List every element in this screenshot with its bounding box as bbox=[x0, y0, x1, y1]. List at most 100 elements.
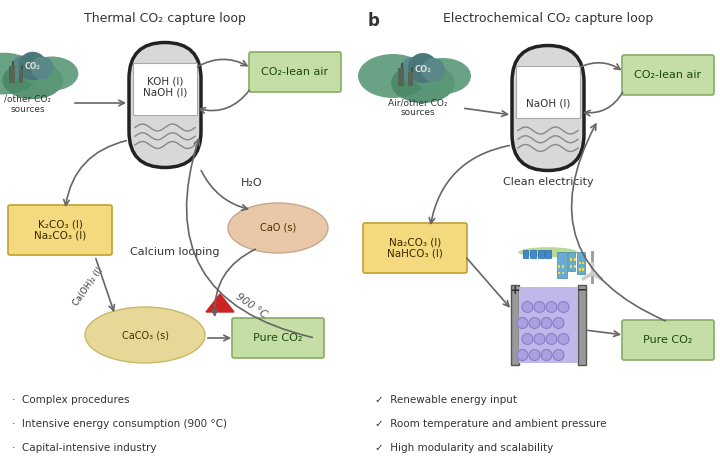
Bar bbox=[570, 258, 572, 261]
Ellipse shape bbox=[11, 56, 35, 80]
Bar bbox=[574, 258, 575, 261]
Text: Air/other CO₂
sources: Air/other CO₂ sources bbox=[388, 98, 448, 117]
Circle shape bbox=[553, 350, 564, 361]
Circle shape bbox=[522, 302, 533, 313]
FancyBboxPatch shape bbox=[129, 42, 201, 168]
Text: ·  Intensive energy consumption (900 °C): · Intensive energy consumption (900 °C) bbox=[12, 419, 227, 429]
Bar bbox=[557, 252, 567, 278]
Circle shape bbox=[529, 350, 540, 361]
Bar bbox=[562, 265, 564, 267]
Bar bbox=[558, 272, 560, 275]
Bar bbox=[410, 67, 413, 72]
Bar bbox=[568, 252, 575, 271]
Text: H₂O: H₂O bbox=[241, 178, 263, 188]
Bar bbox=[577, 285, 585, 365]
Circle shape bbox=[553, 317, 564, 329]
Circle shape bbox=[558, 333, 569, 344]
Ellipse shape bbox=[228, 203, 328, 253]
Text: CO₂: CO₂ bbox=[415, 65, 431, 74]
Circle shape bbox=[541, 317, 552, 329]
Bar bbox=[12, 61, 14, 66]
Text: Pure CO₂: Pure CO₂ bbox=[253, 333, 302, 343]
Bar bbox=[579, 262, 581, 264]
Text: CO₂-lean air: CO₂-lean air bbox=[261, 67, 328, 77]
Ellipse shape bbox=[2, 61, 63, 99]
Circle shape bbox=[522, 333, 533, 344]
FancyBboxPatch shape bbox=[249, 52, 341, 92]
Text: +: + bbox=[509, 284, 520, 296]
Bar bbox=[19, 70, 23, 83]
Text: b: b bbox=[368, 12, 380, 30]
Circle shape bbox=[558, 302, 569, 313]
Text: Na₂CO₃ (l)
NaHCO₃ (l): Na₂CO₃ (l) NaHCO₃ (l) bbox=[387, 237, 443, 259]
Bar bbox=[579, 268, 581, 271]
Bar bbox=[9, 66, 14, 83]
Text: Pure CO₂: Pure CO₂ bbox=[643, 335, 693, 345]
Ellipse shape bbox=[415, 58, 471, 94]
Text: ·  Capital-intensive industry: · Capital-intensive industry bbox=[12, 443, 156, 453]
Text: ·  Complex procedures: · Complex procedures bbox=[12, 395, 130, 405]
Text: Electrochemical CO₂ capture loop: Electrochemical CO₂ capture loop bbox=[443, 12, 653, 25]
Circle shape bbox=[534, 333, 545, 344]
Ellipse shape bbox=[421, 58, 445, 82]
Circle shape bbox=[529, 317, 540, 329]
Polygon shape bbox=[206, 294, 234, 312]
Circle shape bbox=[517, 350, 528, 361]
Text: −: − bbox=[576, 284, 587, 296]
Text: ✓  High modularity and scalability: ✓ High modularity and scalability bbox=[375, 443, 553, 453]
Ellipse shape bbox=[518, 247, 577, 257]
Bar bbox=[133, 63, 197, 115]
Text: Ca(OH)₂ (l): Ca(OH)₂ (l) bbox=[71, 265, 104, 307]
Bar bbox=[510, 285, 518, 365]
Ellipse shape bbox=[0, 53, 37, 95]
Ellipse shape bbox=[358, 54, 428, 98]
Text: K₂CO₃ (l)
Na₂CO₃ (l): K₂CO₃ (l) Na₂CO₃ (l) bbox=[34, 219, 86, 241]
Text: CO₂: CO₂ bbox=[25, 62, 40, 71]
Text: NaOH (l): NaOH (l) bbox=[526, 98, 570, 108]
FancyBboxPatch shape bbox=[523, 250, 528, 258]
Text: CaCO₃ (s): CaCO₃ (s) bbox=[122, 330, 168, 340]
Ellipse shape bbox=[19, 52, 47, 80]
Text: Thermal CO₂ capture loop: Thermal CO₂ capture loop bbox=[84, 12, 246, 25]
Circle shape bbox=[546, 333, 557, 344]
Text: CaO (s): CaO (s) bbox=[260, 223, 296, 233]
Bar bbox=[518, 287, 577, 363]
Bar bbox=[582, 268, 584, 271]
Bar bbox=[582, 262, 584, 264]
Bar bbox=[577, 252, 585, 275]
Ellipse shape bbox=[391, 63, 455, 103]
Bar bbox=[558, 265, 560, 267]
Circle shape bbox=[517, 317, 528, 329]
FancyBboxPatch shape bbox=[538, 250, 544, 258]
FancyBboxPatch shape bbox=[232, 318, 324, 358]
Text: CO₂-lean air: CO₂-lean air bbox=[634, 70, 701, 80]
Circle shape bbox=[534, 302, 545, 313]
Bar bbox=[574, 265, 575, 267]
Text: KOH (l)
NaOH (l): KOH (l) NaOH (l) bbox=[143, 76, 187, 98]
Text: Clean electricity: Clean electricity bbox=[503, 177, 593, 187]
Bar bbox=[562, 272, 564, 275]
FancyBboxPatch shape bbox=[622, 320, 714, 360]
Ellipse shape bbox=[31, 57, 54, 79]
Bar bbox=[516, 66, 580, 118]
Text: /other CO₂
sources: /other CO₂ sources bbox=[4, 95, 52, 114]
Text: ✓  Room temperature and ambient pressure: ✓ Room temperature and ambient pressure bbox=[375, 419, 606, 429]
Text: ✓  Renewable energy input: ✓ Renewable energy input bbox=[375, 395, 517, 405]
Bar bbox=[401, 63, 403, 68]
Ellipse shape bbox=[85, 307, 205, 363]
Ellipse shape bbox=[25, 57, 78, 91]
Bar bbox=[21, 65, 23, 70]
Bar bbox=[408, 72, 413, 86]
FancyBboxPatch shape bbox=[363, 223, 467, 273]
FancyBboxPatch shape bbox=[8, 205, 112, 255]
Ellipse shape bbox=[400, 57, 426, 83]
Text: 900 °C: 900 °C bbox=[234, 292, 269, 320]
Circle shape bbox=[546, 302, 557, 313]
FancyBboxPatch shape bbox=[512, 46, 584, 171]
Bar bbox=[398, 68, 404, 86]
FancyBboxPatch shape bbox=[530, 250, 536, 258]
FancyBboxPatch shape bbox=[546, 250, 552, 258]
Text: Calcium looping: Calcium looping bbox=[130, 247, 220, 257]
FancyBboxPatch shape bbox=[622, 55, 714, 95]
Ellipse shape bbox=[408, 53, 438, 83]
